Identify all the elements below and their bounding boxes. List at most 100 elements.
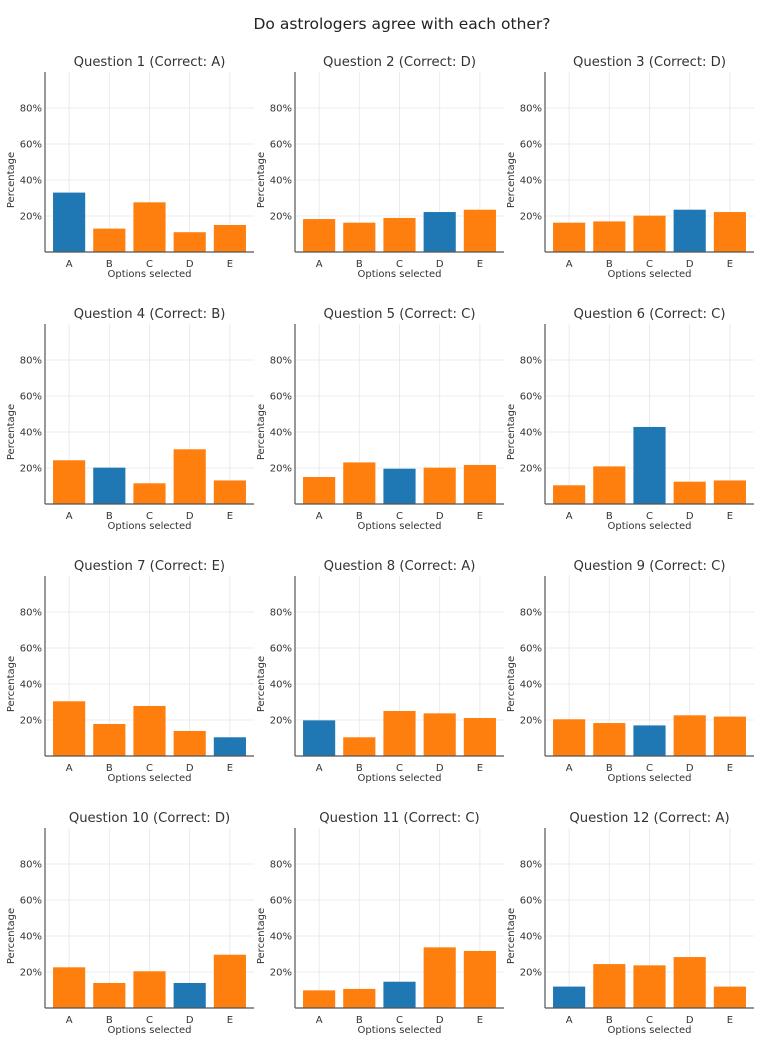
y-tick-label: 60% <box>20 644 42 655</box>
x-tick-label: B <box>606 1015 613 1026</box>
bar <box>343 462 376 504</box>
subplot-title: Question 6 (Correct: C) <box>573 307 725 322</box>
x-axis-label: Options selected <box>358 521 442 532</box>
bar-correct <box>673 209 706 252</box>
y-tick-label: 60% <box>20 896 42 907</box>
bar <box>133 483 166 504</box>
bar <box>53 967 86 1008</box>
x-tick-label: B <box>356 1015 363 1026</box>
x-tick-label: D <box>436 511 444 522</box>
y-tick-label: 40% <box>270 176 292 187</box>
x-tick-label: B <box>606 511 613 522</box>
x-tick-label: A <box>316 259 323 270</box>
x-axis-label: Options selected <box>608 521 692 532</box>
y-tick-label: 80% <box>520 608 542 619</box>
x-axis-label: Options selected <box>608 1025 692 1036</box>
x-tick-label: A <box>566 511 573 522</box>
bar <box>633 965 666 1008</box>
y-axis-label: Percentage <box>256 908 267 964</box>
bar-correct <box>383 468 416 504</box>
y-tick-label: 20% <box>20 464 42 475</box>
subplot-q9: 20% 40% 60% 80% A B C D E Options selected Percent… <box>506 559 754 784</box>
bar <box>673 481 706 504</box>
subplot-q4: 20% 40% 60% 80% A B C D E Options selected Percent… <box>6 307 254 532</box>
subplot-title: Question 8 (Correct: A) <box>324 559 476 574</box>
bar <box>553 719 586 756</box>
bar <box>303 477 336 504</box>
x-tick-label: E <box>727 1015 733 1026</box>
x-tick-label: E <box>477 1015 483 1026</box>
y-axis-label: Percentage <box>6 152 17 208</box>
bar <box>463 950 496 1008</box>
bar <box>713 212 746 252</box>
bar <box>213 225 246 252</box>
x-tick-label: A <box>566 1015 573 1026</box>
y-axis-label: Percentage <box>256 656 267 712</box>
bar <box>173 232 206 252</box>
x-tick-label: D <box>686 1015 694 1026</box>
y-tick-label: 40% <box>520 680 542 691</box>
y-tick-label: 40% <box>20 176 42 187</box>
y-tick-label: 20% <box>270 212 292 223</box>
x-tick-label: D <box>186 259 194 270</box>
bar <box>133 705 166 756</box>
subplot-q12: 20% 40% 60% 80% A B C D E Options selected Percent… <box>506 811 754 1036</box>
subplot-title: Question 2 (Correct: D) <box>323 55 476 70</box>
subplot-q3: 20% 40% 60% 80% A B C D E Options selected Percent… <box>506 55 754 280</box>
x-axis-label: Options selected <box>358 1025 442 1036</box>
x-tick-label: B <box>106 1015 113 1026</box>
x-tick-label: C <box>146 259 153 270</box>
y-tick-label: 60% <box>520 392 542 403</box>
x-axis-label: Options selected <box>108 521 192 532</box>
bar-correct <box>303 720 336 756</box>
bar <box>593 964 626 1008</box>
x-tick-label: E <box>477 511 483 522</box>
x-tick-label: B <box>106 259 113 270</box>
y-tick-label: 20% <box>20 212 42 223</box>
x-axis-label: Options selected <box>358 269 442 280</box>
y-tick-label: 60% <box>20 140 42 151</box>
bar <box>673 957 706 1008</box>
subplot-grid: 20% 40% 60% 80% A B C D E Options selected Percent… <box>6 55 754 1036</box>
subplot-title: Question 4 (Correct: B) <box>74 307 226 322</box>
x-tick-label: B <box>606 259 613 270</box>
x-tick-label: E <box>227 763 233 774</box>
x-tick-label: A <box>66 511 73 522</box>
x-tick-label: D <box>436 259 444 270</box>
x-tick-label: D <box>186 763 194 774</box>
subplot-title: Question 7 (Correct: E) <box>74 559 225 574</box>
bar <box>303 990 336 1008</box>
y-axis-label: Percentage <box>6 908 17 964</box>
bar <box>133 202 166 252</box>
x-tick-label: D <box>436 1015 444 1026</box>
x-axis-label: Options selected <box>608 773 692 784</box>
x-tick-label: E <box>477 763 483 774</box>
subplot-q7: 20% 40% 60% 80% A B C D E Options selected Percent… <box>6 559 254 784</box>
subplot-title: Question 9 (Correct: C) <box>573 559 725 574</box>
x-tick-label: E <box>477 259 483 270</box>
bar <box>93 982 126 1008</box>
x-tick-label: D <box>686 259 694 270</box>
bar <box>133 971 166 1008</box>
y-tick-label: 20% <box>520 212 542 223</box>
y-tick-label: 80% <box>20 104 42 115</box>
bar-correct <box>213 737 246 756</box>
y-tick-label: 20% <box>20 716 42 727</box>
x-tick-label: C <box>146 763 153 774</box>
y-axis-label: Percentage <box>506 656 517 712</box>
subplot-q8: 20% 40% 60% 80% A B C D E Options selected Percent… <box>256 559 504 784</box>
bar <box>93 723 126 756</box>
subplot-title: Question 1 (Correct: A) <box>74 55 226 70</box>
bar-correct <box>423 212 456 252</box>
subplot-title: Question 11 (Correct: C) <box>319 811 479 826</box>
bar <box>423 947 456 1008</box>
y-tick-label: 80% <box>270 860 292 871</box>
subplot-title: Question 3 (Correct: D) <box>573 55 726 70</box>
x-tick-label: C <box>396 511 403 522</box>
subplot-q1: 20% 40% 60% 80% A B C D E Options selected Percent… <box>6 55 254 280</box>
x-tick-label: D <box>436 763 444 774</box>
y-axis-label: Percentage <box>6 656 17 712</box>
bar <box>53 460 86 504</box>
y-tick-label: 40% <box>520 428 542 439</box>
y-tick-label: 80% <box>20 608 42 619</box>
